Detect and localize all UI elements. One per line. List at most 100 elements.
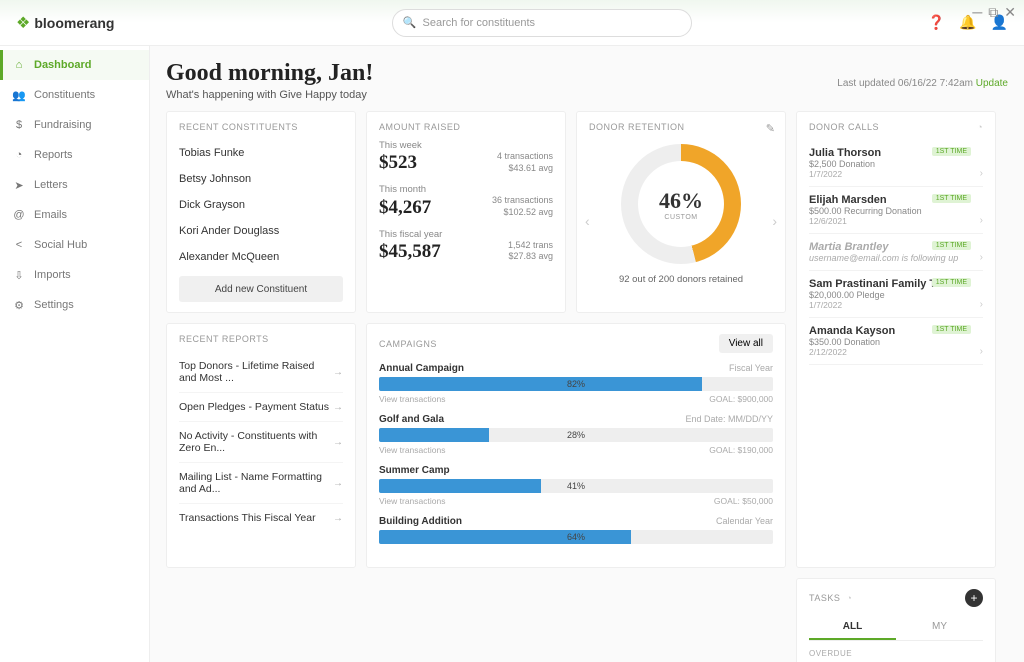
sidebar-icon: @ <box>12 209 26 221</box>
chevron-left-icon[interactable]: ‹ <box>585 213 590 229</box>
amount-value: $45,587 <box>379 241 441 263</box>
view-transactions-link[interactable]: View transactions <box>379 394 445 404</box>
constituent-row[interactable]: Tobias Funke <box>179 140 343 166</box>
campaign-row: Golf and Gala End Date: MM/DD/YY 28% View t… <box>379 414 773 455</box>
call-meta: $2,500 Donation <box>809 159 983 169</box>
campaign-name: Summer Camp <box>379 465 450 476</box>
donor-calls-card: DONOR CALLS ◔ Julia Thorson$2,500 Donati… <box>796 111 996 568</box>
first-time-badge: 1ST TIME <box>932 194 971 203</box>
campaign-progress-bar: 28% <box>379 428 773 442</box>
search-input[interactable]: 🔍 Search for constituents <box>392 9 692 37</box>
sidebar-item-emails[interactable]: @Emails <box>0 200 149 230</box>
view-all-button[interactable]: View all <box>719 334 773 353</box>
view-transactions-link[interactable]: View transactions <box>379 496 445 506</box>
call-date: 2/12/2022 <box>809 347 983 357</box>
help-icon[interactable]: ❓ <box>928 14 945 31</box>
sidebar-item-label: Letters <box>34 179 68 191</box>
amount-meta: 1,542 trans$27.83 avg <box>508 240 553 263</box>
add-task-button[interactable]: + <box>965 589 983 607</box>
donor-call-row[interactable]: Amanda Kayson$350.00 Donation2/12/20221S… <box>809 318 983 365</box>
retention-percent: 46% <box>659 188 703 214</box>
sidebar-icon: < <box>12 239 26 251</box>
constituent-row[interactable]: Betsy Johnson <box>179 166 343 192</box>
minimize-icon[interactable]: ─ <box>972 4 982 21</box>
card-title: RECENT REPORTS <box>179 334 343 344</box>
chart-icon[interactable]: ◔ <box>846 593 852 603</box>
campaign-goal: GOAL: $190,000 <box>709 445 773 455</box>
constituent-row[interactable]: Kori Ander Douglass <box>179 218 343 244</box>
sidebar: ⌂Dashboard👥Constituents$Fundraising ◔ Repo… <box>0 46 150 662</box>
report-row[interactable]: Top Donors - Lifetime Raised and Most ..… <box>179 352 343 393</box>
campaign-progress-bar: 82% <box>379 377 773 391</box>
donor-retention-card: DONOR RETENTION ✎ ‹ 46% CUSTOM › 92 out … <box>576 111 786 313</box>
chevron-right-icon: › <box>980 215 983 226</box>
card-title: CAMPAIGNS <box>379 339 437 349</box>
amount-period-label: This week <box>379 140 553 151</box>
page-subtitle: What's happening with Give Happy today <box>166 89 373 101</box>
donor-call-row[interactable]: Martia Brantleyusername@email.com is fol… <box>809 234 983 271</box>
report-row[interactable]: Mailing List - Name Formatting and Ad...… <box>179 463 343 504</box>
donor-call-row[interactable]: Julia Thorson$2,500 Donation1/7/20221ST … <box>809 140 983 187</box>
sidebar-icon: ⇩ <box>12 269 26 282</box>
sidebar-item-dashboard[interactable]: ⌂Dashboard <box>0 50 149 80</box>
add-constituent-button[interactable]: Add new Constituent <box>179 276 343 302</box>
last-updated: Last updated 06/16/22 7:42am Update <box>837 78 1008 89</box>
campaign-period: Calendar Year <box>716 516 773 527</box>
edit-icon[interactable]: ✎ <box>766 122 775 135</box>
sidebar-icon: ◔ <box>12 149 26 161</box>
sidebar-item-social-hub[interactable]: <Social Hub <box>0 230 149 260</box>
constituent-row[interactable]: Dick Grayson <box>179 192 343 218</box>
campaign-goal: GOAL: $50,000 <box>714 496 773 506</box>
view-transactions-link[interactable]: View transactions <box>379 445 445 455</box>
sidebar-item-constituents[interactable]: 👥Constituents <box>0 80 149 110</box>
report-row[interactable]: Open Pledges - Payment Status→ <box>179 393 343 422</box>
chart-icon[interactable]: ◔ <box>977 122 983 132</box>
amount-value: $4,267 <box>379 197 431 219</box>
logo-text: bloomerang <box>34 15 114 31</box>
sidebar-item-label: Imports <box>34 269 71 281</box>
call-date: 12/6/2021 <box>809 216 983 226</box>
campaign-name: Golf and Gala <box>379 414 444 425</box>
amount-value: $523 <box>379 152 417 174</box>
call-date: 1/7/2022 <box>809 169 983 179</box>
donor-call-row[interactable]: Elijah Marsden$500.00 Recurring Donation… <box>809 187 983 234</box>
sidebar-item-label: Settings <box>34 299 74 311</box>
sidebar-item-fundraising[interactable]: $Fundraising <box>0 110 149 140</box>
close-icon[interactable]: ✕ <box>1004 4 1016 21</box>
retention-donut-chart: 46% CUSTOM <box>621 144 741 264</box>
donor-call-row[interactable]: Sam Prastinani Family Trust$20,000.00 Pl… <box>809 271 983 318</box>
update-link[interactable]: Update <box>976 78 1008 89</box>
report-row[interactable]: Transactions This Fiscal Year→ <box>179 504 343 532</box>
tab-all[interactable]: ALL <box>809 615 896 640</box>
sidebar-item-reports[interactable]: ◔ Reports <box>0 140 149 170</box>
chevron-right-icon: › <box>980 168 983 179</box>
recent-reports-card: RECENT REPORTS Top Donors - Lifetime Rai… <box>166 323 356 568</box>
campaign-percent: 82% <box>567 377 585 391</box>
overdue-label: OVERDUE <box>809 649 983 658</box>
constituent-row[interactable]: Alexander McQueen <box>179 244 343 270</box>
sidebar-item-imports[interactable]: ⇩ Imports <box>0 260 149 290</box>
logo[interactable]: ❖ bloomerang <box>16 13 156 33</box>
first-time-badge: 1ST TIME <box>932 325 971 334</box>
page-title: Good morning, Jan! <box>166 60 373 87</box>
search-placeholder: Search for constituents <box>423 17 536 29</box>
arrow-right-icon: → <box>333 367 343 378</box>
tasks-card: TASKS ◔ + ALL MY OVERDUE Send pledge pay… <box>796 578 996 662</box>
search-icon: 🔍 <box>403 16 417 29</box>
sidebar-item-letters[interactable]: ➤Letters <box>0 170 149 200</box>
campaign-row: Summer Camp41%View transactionsGOAL: $50… <box>379 465 773 506</box>
sidebar-item-settings[interactable]: ⚙Settings <box>0 290 149 320</box>
sidebar-item-label: Reports <box>34 149 73 161</box>
amount-raised-card: AMOUNT RAISED This week$5234 transaction… <box>366 111 566 313</box>
campaign-period: End Date: MM/DD/YY <box>685 414 773 425</box>
chevron-right-icon[interactable]: › <box>772 213 777 229</box>
chevron-right-icon: › <box>980 346 983 357</box>
maximize-icon[interactable]: ⧉ <box>988 4 998 21</box>
campaign-percent: 64% <box>567 530 585 544</box>
report-row[interactable]: No Activity - Constituents with Zero En.… <box>179 422 343 463</box>
tab-my[interactable]: MY <box>896 615 983 640</box>
call-date: 1/7/2022 <box>809 300 983 310</box>
campaign-row: Annual CampaignFiscal Year82%View transa… <box>379 363 773 404</box>
arrow-right-icon: → <box>333 402 343 413</box>
sidebar-icon: 👥 <box>12 89 26 102</box>
